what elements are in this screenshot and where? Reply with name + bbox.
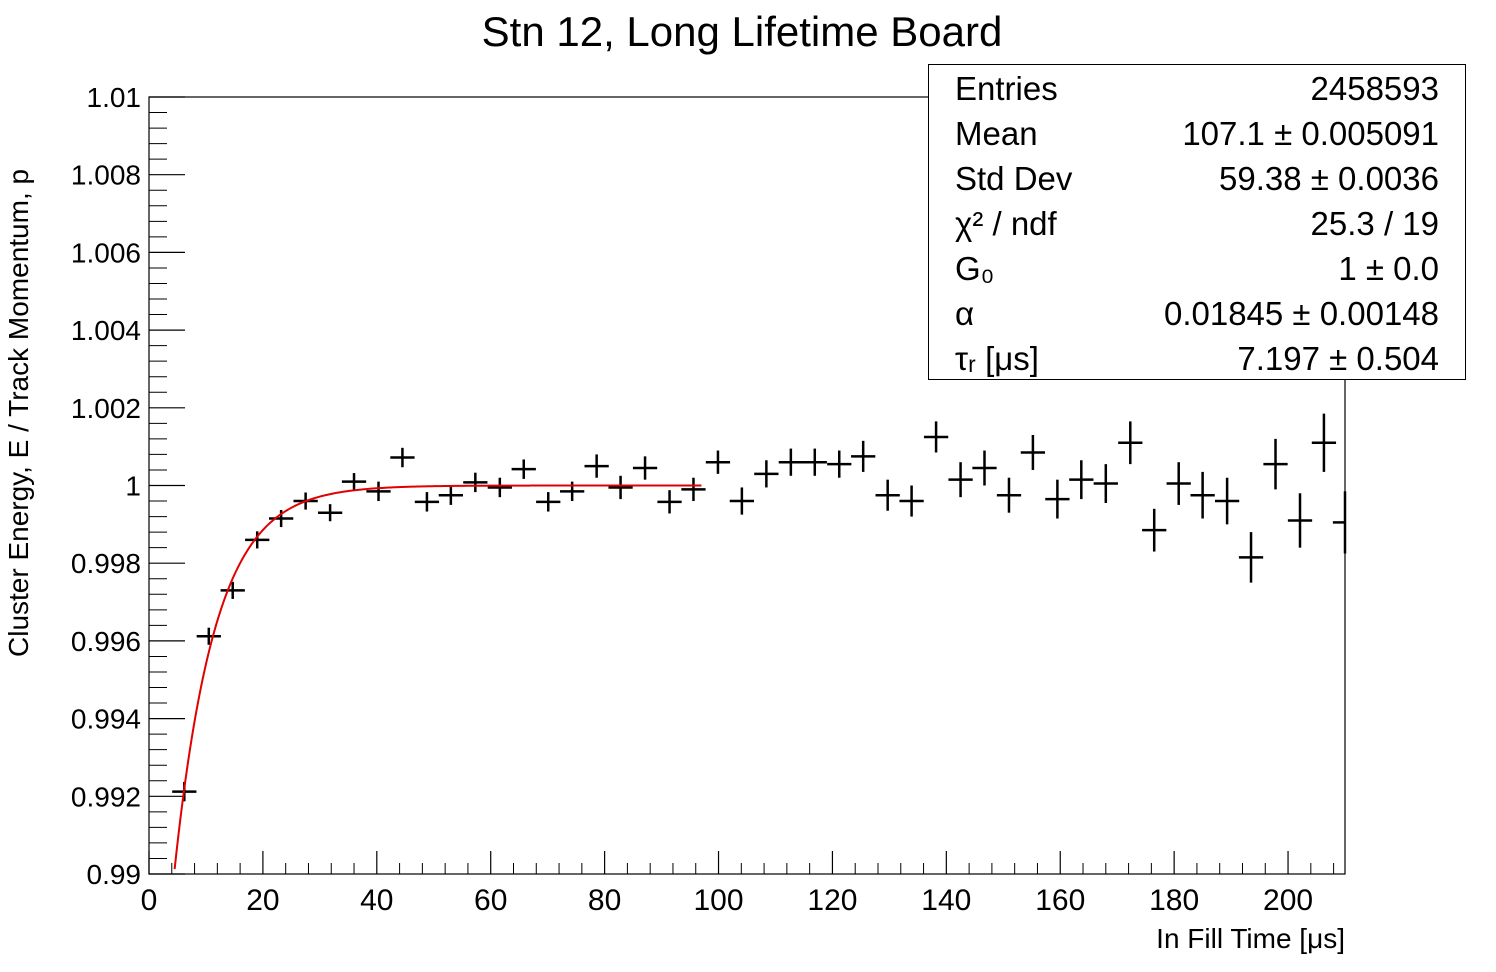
- x-axis: 0 20 40 60 80 100 120 140 160 180 200: [141, 851, 1335, 917]
- data-point: [196, 627, 221, 645]
- data-point: [487, 477, 512, 498]
- data-point: [366, 481, 391, 502]
- data-point: [1287, 493, 1313, 548]
- data-point: [681, 477, 706, 502]
- data-point: [1142, 508, 1167, 552]
- y-axis: 0.99 0.992 0.994 0.996 0.998 1 1.002 1.004 1.006…: [71, 82, 185, 890]
- fit-curve: [173, 484, 702, 870]
- data-point: [1045, 479, 1070, 519]
- stats-row: Mean 107.1 ± 0.005091: [955, 114, 1439, 154]
- stats-row: G₀ 1 ± 0.0: [955, 249, 1439, 289]
- y-tick-label: 1.002: [71, 393, 141, 424]
- stats-label: G₀: [955, 250, 995, 287]
- y-tick-label: 1: [125, 471, 141, 502]
- x-tick-label: 80: [588, 884, 621, 917]
- data-point: [1311, 413, 1337, 472]
- data-point: [1093, 464, 1118, 503]
- stats-label: Entries: [955, 70, 1058, 107]
- stats-value: 7.197 ± 0.504: [1237, 340, 1439, 377]
- data-point: [317, 504, 343, 522]
- y-tick-label: 1.01: [87, 82, 142, 113]
- data-point: [1166, 462, 1191, 505]
- data-point: [705, 450, 731, 474]
- y-tick-label: 0.99: [87, 859, 142, 890]
- data-point: [778, 448, 803, 476]
- x-axis-label: In Fill Time [μs]: [1156, 923, 1345, 954]
- data-point: [996, 477, 1022, 513]
- stats-box: Entries 2458593 Mean 107.1 ± 0.005091 Std De…: [928, 64, 1466, 380]
- data-point: [1263, 438, 1288, 490]
- y-axis-label: Cluster Energy, E / Track Momentum, p: [3, 169, 34, 657]
- data-point: [438, 485, 463, 505]
- stats-value: 2458593: [1310, 70, 1439, 107]
- stats-value: 59.38 ± 0.0036: [1219, 160, 1439, 197]
- data-point: [1190, 471, 1215, 519]
- stats-label: χ² / ndf: [955, 205, 1057, 242]
- y-tick-label: 0.996: [71, 626, 141, 657]
- data-point: [536, 492, 561, 512]
- stats-row: Std Dev 59.38 ± 0.0036: [955, 159, 1439, 199]
- x-tick-label: 140: [921, 884, 971, 917]
- x-tick-label: 160: [1035, 884, 1085, 917]
- data-point: [729, 487, 755, 515]
- data-point: [511, 459, 536, 479]
- data-point: [923, 421, 949, 453]
- data-point: [657, 490, 682, 514]
- data-point: [754, 460, 779, 488]
- data-point: [341, 473, 367, 491]
- stats-row: α 0.01845 ± 0.00148: [955, 294, 1439, 334]
- stats-label: Mean: [955, 115, 1038, 152]
- chart-title: Stn 12, Long Lifetime Board: [482, 8, 1003, 55]
- data-point: [608, 475, 633, 500]
- y-tick-label: 0.994: [71, 704, 141, 735]
- x-tick-label: 60: [474, 884, 507, 917]
- data-point: [1069, 460, 1094, 500]
- x-tick-label: 20: [246, 884, 279, 917]
- data-point: [899, 485, 924, 517]
- data-point: [827, 450, 852, 478]
- stats-value: 107.1 ± 0.005091: [1182, 115, 1439, 152]
- y-tick-label: 1.008: [71, 160, 141, 191]
- stats-value: 0.01845 ± 0.00148: [1163, 295, 1439, 332]
- x-tick-label: 0: [141, 884, 158, 917]
- y-tick-label: 1.006: [71, 237, 141, 268]
- y-tick-label: 0.992: [71, 781, 141, 812]
- data-point: [584, 454, 609, 478]
- data-point: [1214, 477, 1240, 525]
- stats-row: τᵣ [μs] 7.197 ± 0.504: [955, 339, 1439, 379]
- x-tick-label: 40: [360, 884, 393, 917]
- data-point: [875, 479, 900, 511]
- data-point: [972, 450, 997, 486]
- data-point: [948, 462, 973, 498]
- data-point: [390, 447, 415, 468]
- y-tick-label: 1.004: [71, 315, 141, 346]
- stats-label: Std Dev: [955, 160, 1073, 197]
- x-tick-label: 180: [1149, 884, 1199, 917]
- data-point: [220, 581, 245, 599]
- data-point: [245, 531, 270, 549]
- data-point: [414, 492, 440, 512]
- data-point: [1332, 491, 1347, 554]
- x-tick-label: 120: [807, 884, 857, 917]
- stats-label: α: [955, 295, 975, 332]
- data-point: [632, 456, 658, 480]
- data-point: [802, 448, 827, 476]
- stats-value: 25.3 / 19: [1310, 205, 1439, 242]
- x-tick-label: 200: [1263, 884, 1313, 917]
- stats-label: τᵣ [μs]: [955, 340, 1039, 377]
- data-point: [851, 440, 876, 472]
- stats-row: Entries 2458593: [955, 69, 1439, 109]
- data-point: [268, 509, 294, 528]
- data-point: [1238, 532, 1264, 583]
- data-points: [172, 413, 1347, 802]
- stats-value: 1 ± 0.0: [1338, 250, 1439, 287]
- data-point: [1118, 421, 1143, 465]
- data-point: [1020, 434, 1046, 470]
- stats-row: χ² / ndf 25.3 / 19: [955, 204, 1439, 244]
- data-point: [463, 472, 488, 493]
- x-tick-label: 100: [693, 884, 743, 917]
- y-tick-label: 0.998: [71, 548, 141, 579]
